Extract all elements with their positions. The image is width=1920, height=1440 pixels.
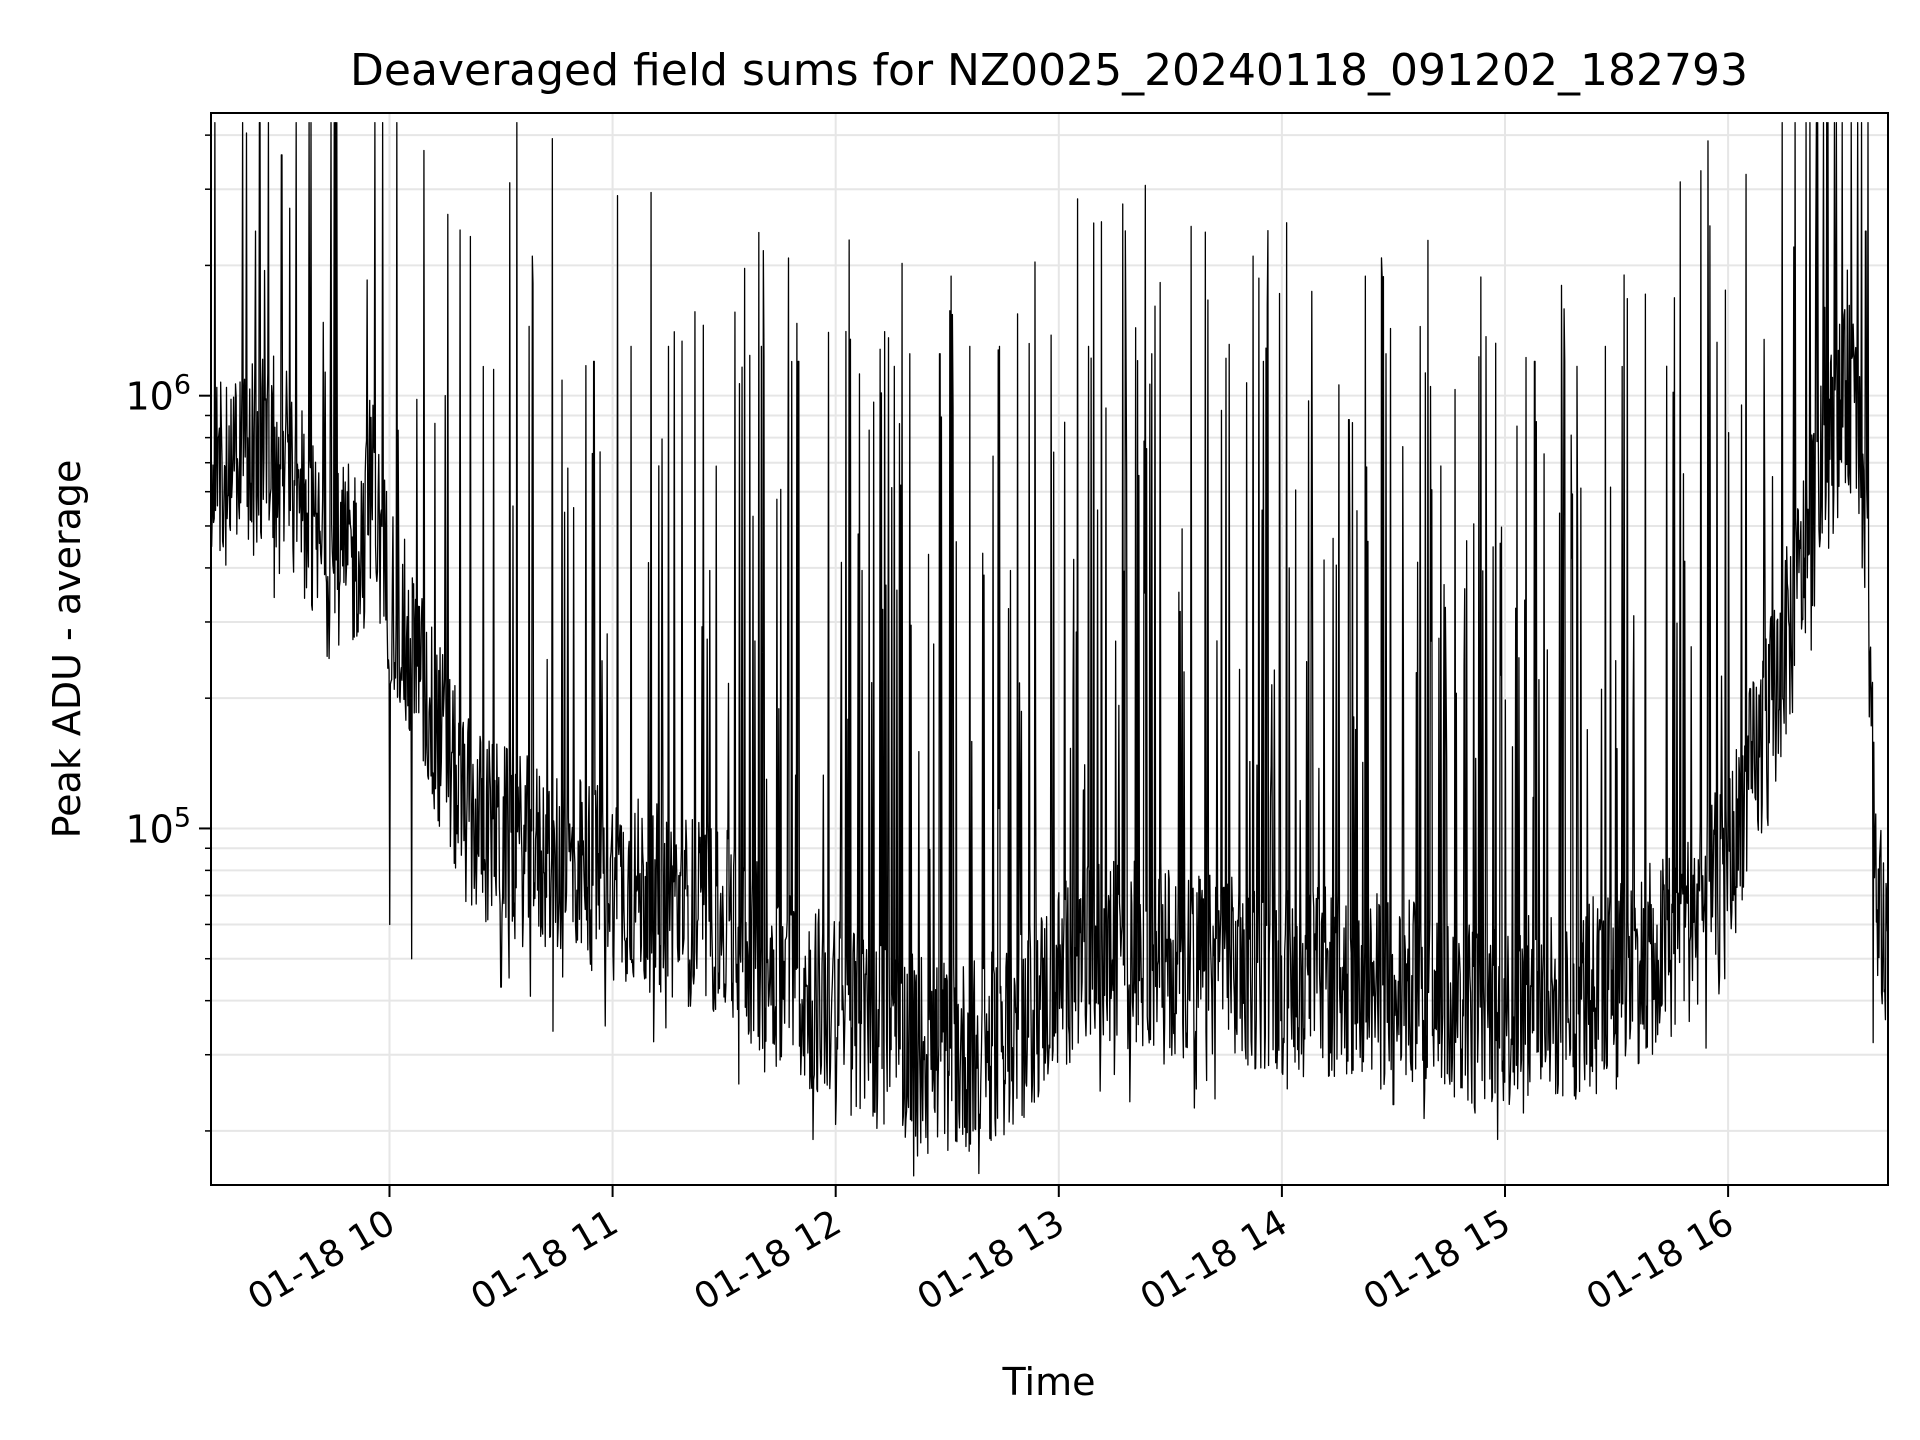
- y-tick-base: 10: [125, 375, 173, 419]
- x-axis-label: Time: [1002, 1360, 1096, 1404]
- y-axis-label: Peak ADU - average: [45, 460, 89, 839]
- series-line: [210, 121, 1889, 1177]
- plot-frame: [210, 112, 1889, 1186]
- chart-title: Deaveraged field sums for NZ0025_2024011…: [350, 45, 1748, 96]
- series-trace: [210, 121, 1889, 1177]
- grid: [211, 113, 1888, 1185]
- y-tick-label: 105: [125, 802, 191, 851]
- y-tick-label: 106: [125, 370, 191, 419]
- y-tick-base: 10: [125, 807, 173, 851]
- y-tick-exponent: 6: [174, 370, 191, 401]
- y-tick-exponent: 5: [174, 802, 191, 833]
